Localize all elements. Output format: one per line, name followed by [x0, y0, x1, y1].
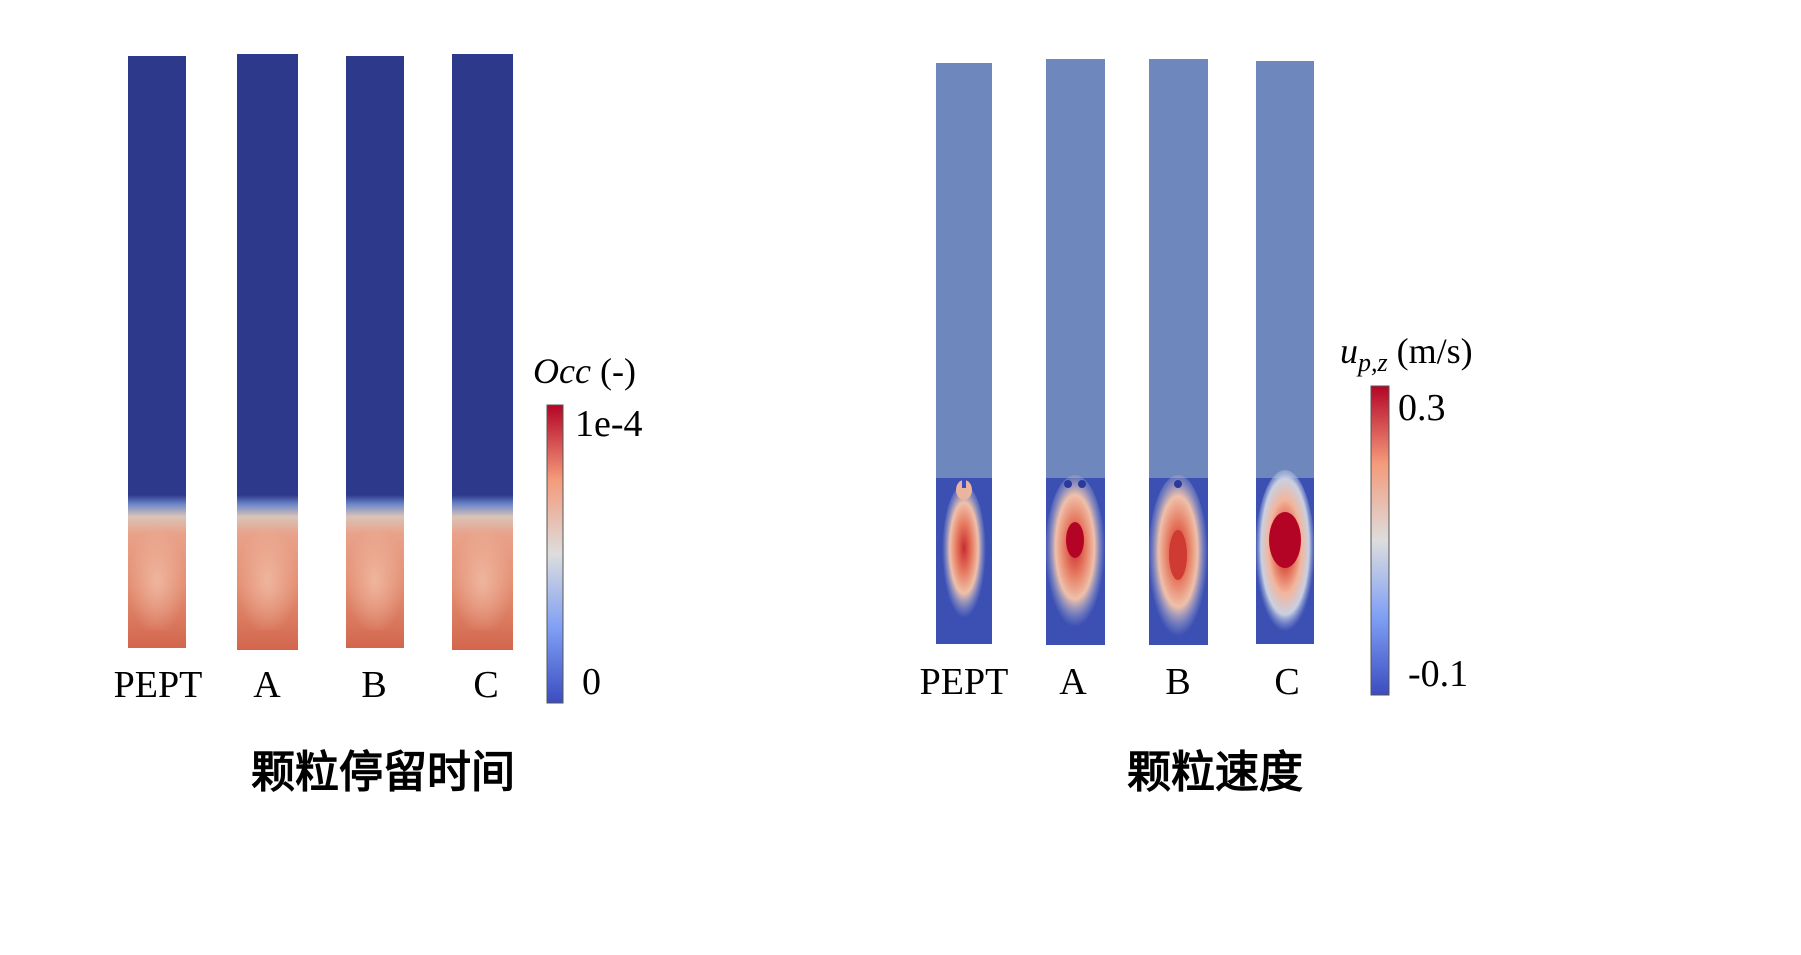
velocity-colorbar	[1370, 385, 1390, 696]
velocity-caption: 颗粒速度	[1127, 747, 1303, 798]
occupancy-colorbar-max: 1e-4	[575, 403, 643, 445]
velocity-column-b	[1148, 59, 1208, 645]
column-label-a: A	[253, 664, 281, 706]
column-label-pept: PEPT	[919, 661, 1009, 703]
velocity-colorbar-max: 0.3	[1398, 387, 1446, 429]
column-label-c: C	[1274, 661, 1300, 703]
column-label-b: B	[1165, 661, 1191, 703]
velocity-unit: (m/s)	[1396, 331, 1473, 371]
occupancy-unit: (-)	[599, 351, 636, 391]
occupancy-column-b	[346, 56, 404, 648]
column-label-b: B	[361, 664, 387, 706]
occupancy-column-a	[237, 54, 298, 650]
column-label-pept: PEPT	[113, 664, 203, 706]
occupancy-colorbar-min: 0	[582, 661, 601, 703]
occupancy-column-pept	[128, 56, 186, 648]
occupancy-colorbar	[546, 404, 564, 704]
occupancy-colorbar-title: Occ (-)	[533, 350, 636, 392]
velocity-column-a	[1045, 59, 1105, 645]
occupancy-columns	[128, 54, 513, 650]
velocity-symbol: u	[1340, 331, 1358, 371]
occupancy-symbol: Occ	[533, 351, 591, 391]
velocity-column-c	[1255, 61, 1315, 644]
velocity-colorbar-title: up,z (m/s)	[1340, 330, 1473, 378]
velocity-symbol-subscript: p,z	[1358, 348, 1388, 378]
velocity-columns	[936, 59, 1315, 645]
velocity-colorbar-min: -0.1	[1408, 653, 1469, 695]
occupancy-caption: 颗粒停留时间	[251, 747, 515, 798]
column-label-a: A	[1059, 661, 1087, 703]
velocity-column-pept	[936, 63, 992, 644]
occupancy-column-c	[452, 54, 513, 650]
column-label-c: C	[473, 664, 499, 706]
